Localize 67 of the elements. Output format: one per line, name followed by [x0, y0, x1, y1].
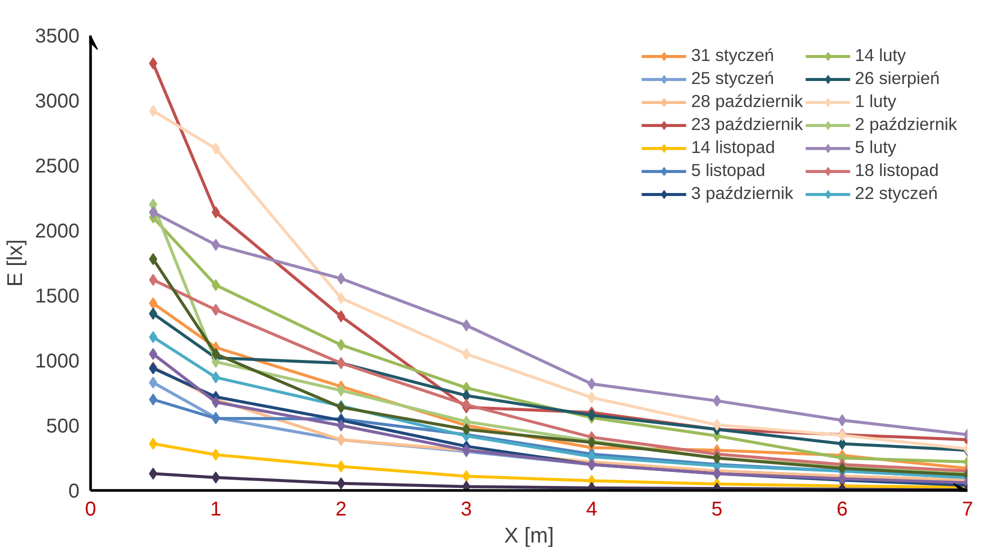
point	[462, 398, 471, 411]
point	[148, 57, 158, 70]
point	[462, 470, 471, 482]
point	[148, 348, 158, 360]
y-tick-label: 1500	[35, 286, 80, 308]
legend-label: 28 październik	[691, 91, 803, 112]
legend-label: 18 listopad	[854, 160, 939, 181]
point	[462, 319, 471, 332]
y-axis-title: E [lx]	[3, 239, 28, 287]
point	[462, 348, 471, 360]
legend-label: 3 październik	[691, 183, 794, 204]
legend-label: 25 styczeń	[691, 68, 774, 89]
point	[148, 308, 158, 320]
point	[148, 297, 158, 310]
x-tick-label: 0	[84, 498, 96, 520]
point	[148, 331, 158, 344]
point	[587, 392, 596, 404]
point	[587, 378, 596, 390]
y-tick-label: 3500	[35, 26, 80, 48]
point	[336, 310, 346, 322]
point	[148, 104, 158, 117]
legend-label: 22 styczeń	[854, 183, 938, 204]
legend-label: 26 sierpień	[854, 68, 940, 89]
point	[148, 376, 158, 389]
x-tick-label: 2	[336, 498, 347, 520]
legend-label: 31 styczeń	[691, 45, 774, 66]
legend-label: 14 listopad	[691, 137, 775, 158]
point	[462, 423, 471, 436]
point	[336, 292, 346, 304]
legend-label: 23 październik	[691, 114, 803, 135]
point	[148, 468, 158, 480]
point	[336, 477, 346, 490]
point	[336, 338, 346, 351]
point	[148, 253, 158, 266]
legend-label: 1 luty	[854, 91, 896, 112]
point	[148, 274, 158, 286]
x-tick-label: 6	[836, 498, 848, 520]
y-tick-label: 500	[46, 416, 80, 438]
point	[212, 472, 220, 484]
point	[336, 460, 346, 472]
point	[336, 272, 346, 285]
point	[462, 390, 471, 402]
point	[148, 394, 158, 406]
point	[712, 418, 722, 431]
x-axis-title: X [m]	[504, 524, 554, 548]
legend-label: 5 luty	[854, 137, 896, 158]
x-tick-label: 5	[711, 498, 722, 520]
point	[212, 348, 220, 360]
x-tick-label: 7	[962, 498, 974, 520]
point	[462, 480, 471, 490]
point	[336, 420, 346, 432]
point	[712, 394, 722, 407]
x-tick-label: 1	[210, 498, 222, 520]
legend-label: 5 listopad	[691, 160, 766, 181]
legend-label: 2 październik	[854, 114, 957, 135]
y-tick-label: 2000	[35, 220, 80, 242]
y-tick-label: 2500	[35, 156, 80, 178]
x-tick-label: 3	[460, 498, 472, 520]
point	[148, 206, 158, 218]
y-tick-label: 0	[68, 480, 80, 502]
point	[148, 438, 158, 450]
y-tick-label: 1000	[35, 350, 80, 372]
point	[587, 409, 596, 422]
x-tick-label: 4	[586, 498, 598, 520]
legend-label: 14 luty	[854, 45, 906, 66]
point	[336, 384, 346, 396]
y-tick-label: 3000	[35, 90, 80, 112]
